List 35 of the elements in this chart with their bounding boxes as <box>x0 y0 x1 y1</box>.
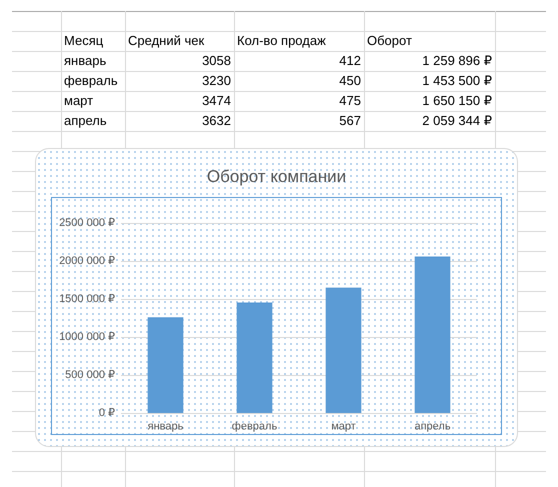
y-tick-label: 1500 000 ₽ <box>59 293 115 305</box>
category-label: февраль <box>63 72 119 90</box>
text: Кол-во продаж <box>236 32 327 50</box>
y-tick-label: 1000 000 ₽ <box>59 331 115 343</box>
bar <box>326 288 362 413</box>
data-label: 412 <box>338 52 362 70</box>
y-tick-label: 0 ₽ <box>98 407 115 419</box>
x-tick-label: март <box>331 420 356 432</box>
y-tick-label: 500 000 ₽ <box>65 369 115 381</box>
x-tick-label: январь <box>148 420 184 432</box>
category-label: апрель <box>63 112 108 130</box>
bar <box>236 302 272 413</box>
bar <box>148 317 184 413</box>
bar <box>414 256 450 413</box>
category-label: март <box>63 92 94 110</box>
text: Средний чек <box>127 32 206 50</box>
chart-title: Оборот компании <box>206 167 346 186</box>
data-label: 1 259 896 ₽ <box>421 52 493 70</box>
data-label: 3058 <box>201 52 232 70</box>
data-label: 475 <box>338 92 362 110</box>
data-label: 450 <box>338 72 362 90</box>
text: Месяц <box>63 32 104 50</box>
data-label: 3230 <box>201 72 232 90</box>
data-label: 3632 <box>201 112 232 130</box>
data-label: 1 650 150 ₽ <box>421 92 493 110</box>
text: Оборот <box>366 32 413 50</box>
x-tick-label: апрель <box>414 420 451 432</box>
data-label: 567 <box>338 112 362 130</box>
data-label: 3474 <box>201 92 232 110</box>
x-tick-label: февраль <box>232 420 278 432</box>
data-label: 2 059 344 ₽ <box>421 112 493 130</box>
category-label: январь <box>63 52 108 70</box>
y-tick-label: 2500 000 ₽ <box>59 217 115 229</box>
y-tick-label: 2000 000 ₽ <box>59 255 115 267</box>
data-label: 1 453 500 ₽ <box>421 72 493 90</box>
